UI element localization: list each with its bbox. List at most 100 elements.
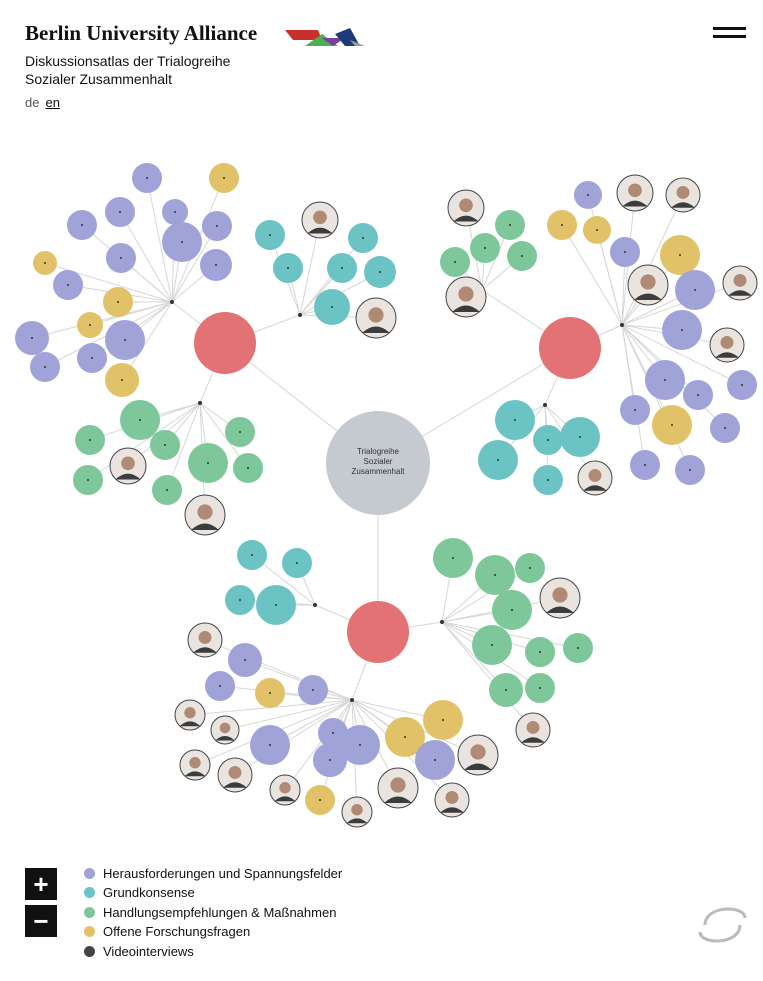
topic-hub xyxy=(347,601,409,663)
node-dot xyxy=(329,759,331,761)
video-face xyxy=(313,210,327,224)
center-label: Zusammenhalt xyxy=(352,467,406,476)
video-face xyxy=(459,198,473,212)
node-dot xyxy=(119,211,121,213)
node-dot xyxy=(539,687,541,689)
body: TrialogreiheSozialerZusammenhalt Berlin … xyxy=(0,0,763,981)
language-link[interactable]: de xyxy=(25,95,39,110)
node-dot xyxy=(239,599,241,601)
node-dot xyxy=(239,431,241,433)
junction xyxy=(440,620,444,624)
junction xyxy=(620,323,624,327)
legend-swatch xyxy=(84,887,95,898)
node-dot xyxy=(275,604,277,606)
subtitle: Sozialer Zusammenhalt xyxy=(25,71,172,87)
logo xyxy=(285,28,365,46)
language-link[interactable]: en xyxy=(45,95,59,110)
junction xyxy=(298,313,302,317)
center-label: Sozialer xyxy=(364,457,393,466)
node-dot xyxy=(539,651,541,653)
video-face xyxy=(220,723,231,734)
logo-arc xyxy=(700,925,740,941)
node-dot xyxy=(89,324,91,326)
node-dot xyxy=(251,554,253,556)
node-dot xyxy=(547,479,549,481)
node-dot xyxy=(547,439,549,441)
center-label: Trialogreihe xyxy=(357,447,399,456)
zoom-out-button[interactable]: − xyxy=(25,905,57,937)
node-dot xyxy=(146,177,148,179)
zoom-in-button[interactable]: + xyxy=(25,868,57,900)
legend-item[interactable]: Handlungsempfehlungen & Maßnahmen xyxy=(84,903,336,921)
node-dot xyxy=(139,419,141,421)
video-face xyxy=(121,456,135,470)
video-face xyxy=(458,286,473,301)
node-dot xyxy=(724,427,726,429)
topic-hub xyxy=(194,312,256,374)
legend-label: Offene Forschungsfragen xyxy=(103,924,250,939)
video-face xyxy=(197,504,212,519)
legend-item[interactable]: Offene Forschungsfragen xyxy=(84,923,250,941)
legend-item[interactable]: Grundkonsense xyxy=(84,884,195,902)
node-dot xyxy=(579,436,581,438)
node-dot xyxy=(219,685,221,687)
junction xyxy=(170,300,174,304)
legend-swatch xyxy=(84,868,95,879)
logo-arc xyxy=(705,909,745,925)
node-dot xyxy=(181,241,183,243)
node-dot xyxy=(207,462,209,464)
node-dot xyxy=(164,444,166,446)
title: Berlin University Alliance xyxy=(25,21,257,46)
node-dot xyxy=(215,264,217,266)
node-dot xyxy=(587,194,589,196)
video-face xyxy=(527,721,540,734)
node-dot xyxy=(491,644,493,646)
video-face xyxy=(721,336,734,349)
legend-item[interactable]: Herausforderungen und Spannungsfelder xyxy=(84,864,342,882)
node-dot xyxy=(89,439,91,441)
node-dot xyxy=(341,267,343,269)
video-face xyxy=(470,744,485,759)
node-dot xyxy=(741,384,743,386)
node-dot xyxy=(484,247,486,249)
page: Diskussionsatlas {"header": {"title": "B… xyxy=(0,0,763,981)
node-dot xyxy=(494,574,496,576)
node-dot xyxy=(269,744,271,746)
node-dot xyxy=(679,254,681,256)
node-dot xyxy=(166,489,168,491)
node-dot xyxy=(509,224,511,226)
node-dot xyxy=(332,732,334,734)
node-dot xyxy=(671,424,673,426)
node-dot xyxy=(561,224,563,226)
legend-label: Videointerviews xyxy=(103,944,194,959)
node-dot xyxy=(312,689,314,691)
video-face xyxy=(184,707,195,718)
video-face xyxy=(589,469,602,482)
node-dot xyxy=(91,357,93,359)
menu-bar[interactable] xyxy=(713,27,746,30)
node-dot xyxy=(121,379,123,381)
video-face xyxy=(734,274,747,287)
node-dot xyxy=(505,689,507,691)
subtitle: Diskussionsatlas der Trialogreihe xyxy=(25,53,230,69)
video-face xyxy=(199,631,212,644)
legend-item[interactable]: Videointerviews xyxy=(84,942,194,960)
network: TrialogreiheSozialerZusammenhalt xyxy=(0,0,763,981)
node-dot xyxy=(664,379,666,381)
menu-icon[interactable] xyxy=(713,27,746,38)
node-dot xyxy=(681,329,683,331)
junction xyxy=(350,698,354,702)
video-face xyxy=(351,804,362,815)
video-face xyxy=(189,757,200,768)
corner-logo xyxy=(700,909,745,941)
legend-swatch xyxy=(84,907,95,918)
node-dot xyxy=(269,234,271,236)
node-dot xyxy=(521,255,523,257)
menu-bar[interactable] xyxy=(713,35,746,38)
junction xyxy=(543,403,547,407)
video-face xyxy=(628,183,642,197)
node-dot xyxy=(514,419,516,421)
node-dot xyxy=(689,469,691,471)
node-dot xyxy=(81,224,83,226)
